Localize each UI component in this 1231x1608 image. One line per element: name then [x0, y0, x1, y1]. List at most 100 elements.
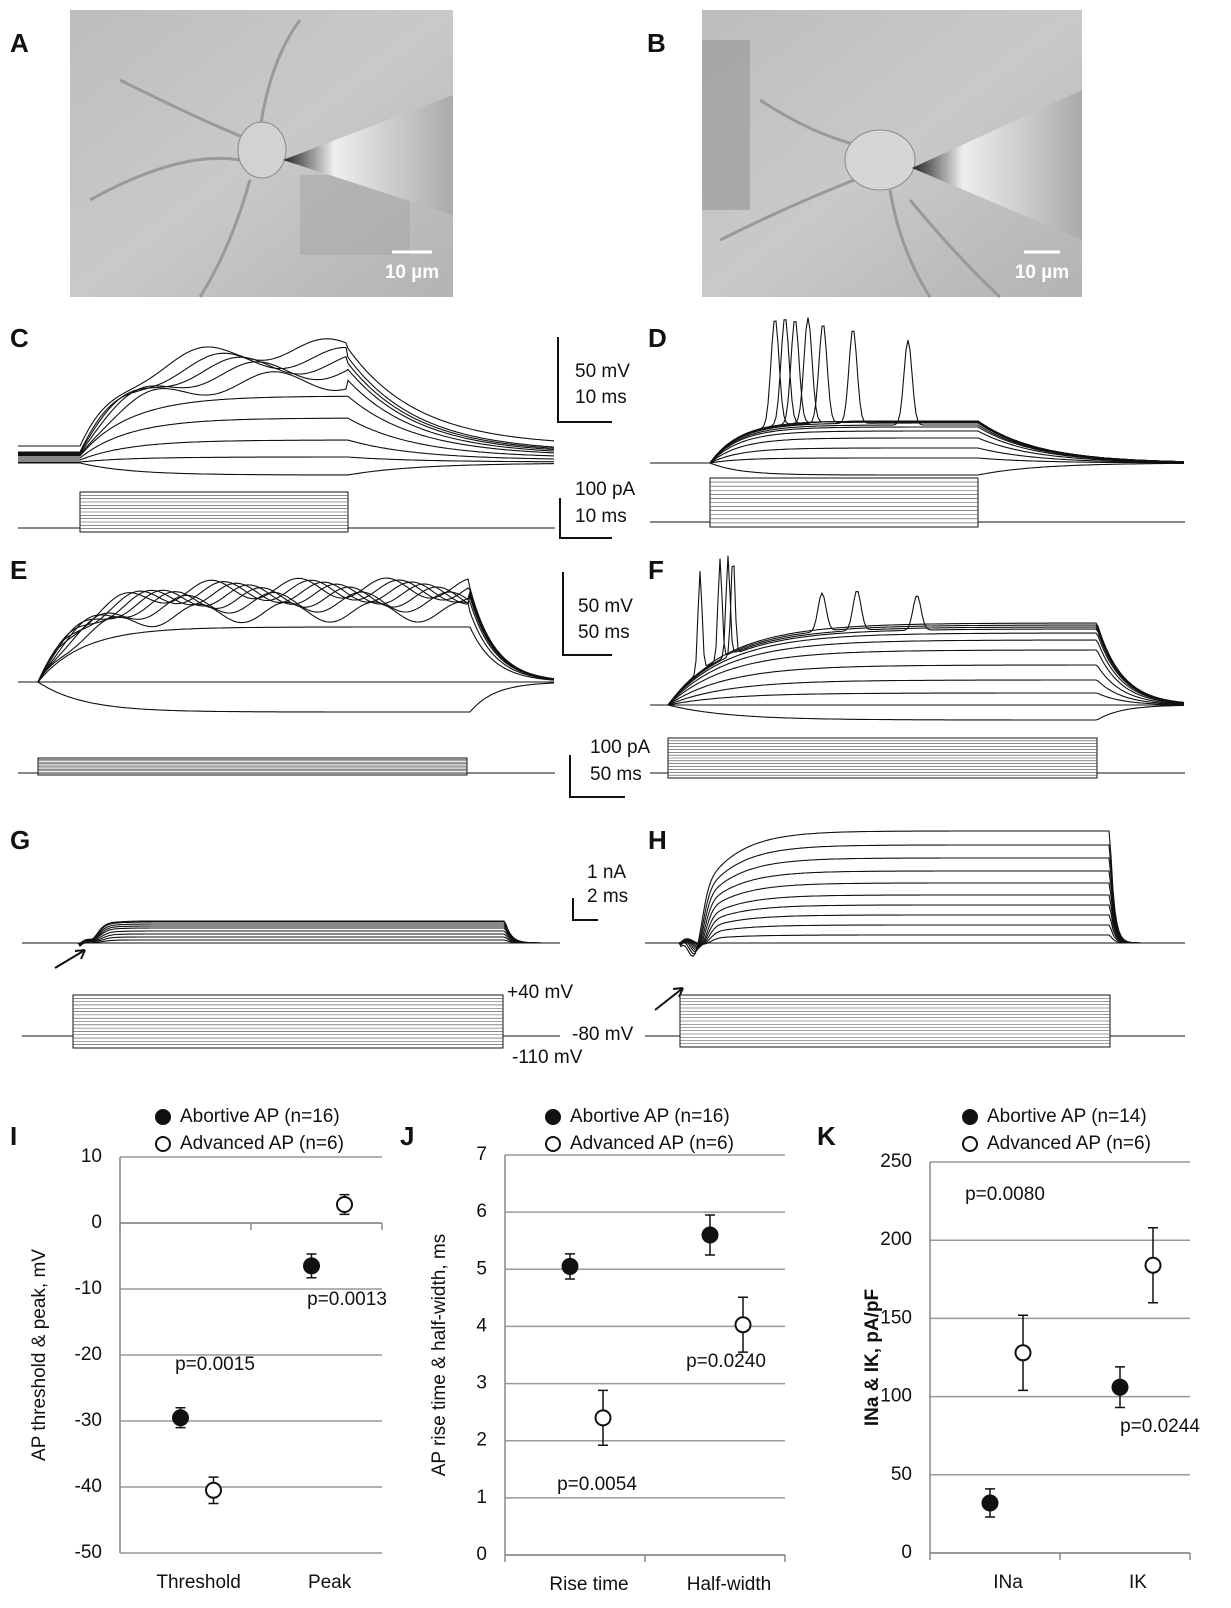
trace [18, 338, 555, 447]
trace [650, 649, 1185, 706]
trace [650, 632, 1185, 706]
y-axis-label: INa & IK, pA/pF [862, 1289, 883, 1426]
trace [650, 704, 1184, 721]
trace [18, 355, 555, 454]
trace [18, 462, 554, 476]
micrograph-a [70, 10, 453, 298]
panel-letter: D [648, 323, 667, 353]
trace [18, 456, 554, 463]
legend-marker [545, 1109, 561, 1125]
voltage-label: +40 mV [507, 982, 573, 1003]
legend-marker [962, 1136, 978, 1152]
scale-label: 10 ms [575, 506, 627, 527]
trace [18, 371, 555, 456]
trace [18, 439, 555, 461]
trace [22, 923, 560, 946]
x-tick-label: IK [1129, 1572, 1147, 1593]
scale-label: 10 µm [1015, 262, 1069, 283]
scale-label: 50 mV [575, 361, 630, 382]
data-point [1014, 1344, 1032, 1362]
panel-letter: K [817, 1121, 836, 1151]
legend-label: Abortive AP (n=14) [987, 1106, 1147, 1127]
trace [650, 317, 1184, 464]
scale-label: 1 nA [587, 862, 626, 883]
trace [645, 844, 1185, 955]
y-tick-label: -50 [75, 1542, 102, 1563]
scale-label: 100 pA [575, 479, 636, 500]
trace [650, 639, 1185, 706]
traces [18, 317, 1185, 1049]
trace [18, 581, 555, 683]
trace [18, 681, 555, 713]
voltage-label: -110 mV [512, 1047, 583, 1068]
voltage-label: -80 mV [572, 1024, 634, 1045]
trace [650, 339, 1185, 464]
trace [645, 904, 1185, 947]
trace [18, 579, 555, 683]
scale-label: 10 µm [385, 262, 439, 283]
y-tick-label: 0 [901, 1542, 912, 1563]
scale-label: 2 ms [587, 886, 628, 907]
panel-letter: I [10, 1121, 17, 1151]
trace [645, 914, 1185, 946]
trace [650, 664, 1185, 706]
panel-letter: F [648, 555, 664, 585]
legend-label: Advanced AP (n=6) [570, 1133, 734, 1154]
trace [645, 830, 1185, 957]
panel-letter: B [647, 28, 666, 58]
trace [645, 857, 1185, 953]
data-point [981, 1494, 999, 1512]
trace [22, 921, 560, 946]
data-point [1111, 1378, 1129, 1396]
trace [18, 586, 555, 683]
scale-label: 50 mV [578, 596, 633, 617]
trace [18, 395, 555, 457]
panel-letter: H [648, 825, 667, 855]
trace [650, 555, 1185, 706]
trace [650, 558, 1185, 706]
data-point [701, 1226, 719, 1244]
annotation: p=0.0244 [1120, 1416, 1200, 1437]
y-tick-label: 0 [476, 1544, 487, 1565]
data-point [336, 1196, 353, 1214]
trace [650, 571, 1185, 706]
data-point [303, 1257, 320, 1275]
y-axis-label: AP threshold & peak, mV [29, 1249, 50, 1461]
legend-label: Abortive AP (n=16) [180, 1106, 340, 1127]
annotation: p=0.0240 [686, 1351, 766, 1372]
legend-label: Advanced AP (n=6) [180, 1133, 344, 1154]
panel-letter: C [10, 323, 29, 353]
panel-letter: E [10, 555, 27, 585]
legend-label: Advanced AP (n=6) [987, 1133, 1151, 1154]
panel-letter: A [10, 28, 29, 58]
trace [645, 870, 1185, 951]
scale-label: 10 ms [575, 387, 627, 408]
legend-marker [962, 1109, 978, 1125]
trace [650, 320, 1184, 464]
x-tick-label: Threshold [156, 1572, 241, 1593]
y-tick-label: 6 [476, 1201, 487, 1222]
trace [18, 346, 555, 453]
trace [650, 319, 1184, 464]
y-tick-label: 100 [880, 1386, 912, 1407]
trace [645, 882, 1185, 950]
legend-marker [155, 1109, 171, 1125]
trace [22, 925, 560, 945]
trace [22, 927, 560, 945]
annotation: p=0.0054 [557, 1474, 637, 1495]
annotation: p=0.0013 [307, 1289, 387, 1310]
y-tick-label: 3 [476, 1373, 487, 1394]
data-point [734, 1316, 752, 1334]
y-tick-label: -10 [75, 1278, 102, 1299]
trace [18, 626, 555, 683]
scale-label: 50 ms [590, 764, 642, 785]
trace [650, 447, 1184, 464]
legend-marker [545, 1136, 561, 1152]
y-axis-label: AP rise time & half-width, ms [429, 1234, 450, 1477]
data-point [205, 1481, 222, 1499]
trace [22, 933, 560, 944]
y-tick-label: -30 [75, 1410, 102, 1431]
trace [650, 457, 1184, 464]
y-tick-label: 0 [91, 1212, 102, 1233]
trace [650, 320, 1184, 464]
